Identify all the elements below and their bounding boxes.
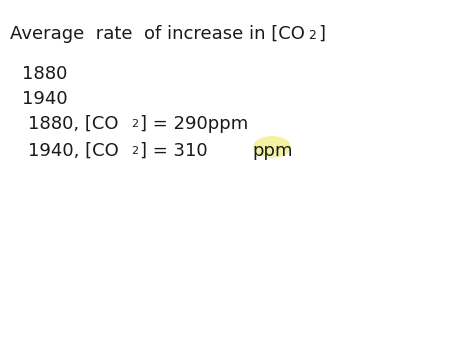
Text: 2: 2 (131, 119, 138, 129)
Text: ]: ] (318, 25, 325, 43)
Text: 1940: 1940 (22, 90, 68, 108)
Text: ppm: ppm (252, 142, 292, 160)
Text: ] = 310: ] = 310 (140, 142, 208, 160)
Text: Average  rate  of increase in [CO: Average rate of increase in [CO (10, 25, 305, 43)
Text: ] = 290ppm: ] = 290ppm (140, 115, 248, 133)
Text: 2: 2 (131, 146, 138, 156)
Ellipse shape (253, 136, 291, 158)
Text: 1940, [CO: 1940, [CO (28, 142, 119, 160)
Text: 1880: 1880 (22, 65, 67, 83)
Text: 2: 2 (308, 29, 316, 42)
Text: 1880, [CO: 1880, [CO (28, 115, 118, 133)
